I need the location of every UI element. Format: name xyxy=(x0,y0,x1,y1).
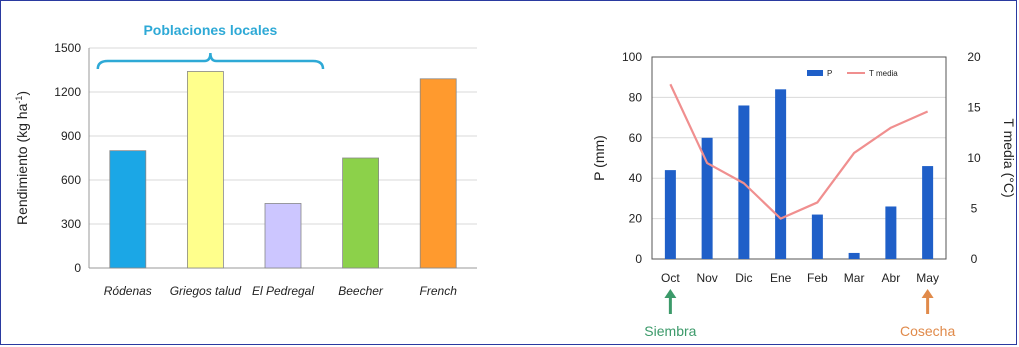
annotation-label: Poblaciones locales xyxy=(143,22,277,38)
precip-bar-mar xyxy=(848,252,860,259)
bar-beecher xyxy=(342,157,380,269)
y-tick-label: 300 xyxy=(61,217,81,231)
x-tick-label: Beecher xyxy=(338,284,384,298)
x-tick-label: Griegos talud xyxy=(170,284,242,298)
precip-bar-oct xyxy=(664,170,676,259)
legend-swatch-p xyxy=(807,70,823,76)
precip-bar-abr xyxy=(885,206,897,259)
annotation-arrow-head xyxy=(921,289,934,298)
y-right-tick-label: 15 xyxy=(967,101,981,115)
bar-el-pedregal xyxy=(264,203,302,269)
x-tick-label: French xyxy=(420,284,458,298)
annotation-label-siembra: Siembra xyxy=(644,323,696,339)
x-tick-label: Nov xyxy=(696,271,717,285)
y-right-tick-label: 20 xyxy=(967,50,981,64)
climate-chart: 0 20 40 60 80 100 0 5 10 15 20 Oct Nov Dic Ene Feb Mar Ab… xyxy=(591,50,1017,339)
plot-area-border xyxy=(651,56,947,260)
x-tick-label: May xyxy=(916,271,939,285)
y-axis-label: P (mm) xyxy=(591,135,607,181)
x-tick-label: Mar xyxy=(844,271,865,285)
precip-bar-ene xyxy=(775,89,787,259)
y-tick-label: 60 xyxy=(629,131,643,145)
bar-griegos-talud xyxy=(186,71,224,269)
annotation-brace xyxy=(96,52,325,70)
y-tick-label: 0 xyxy=(635,252,642,266)
temperature-line xyxy=(669,83,929,220)
y-right-tick-label: 0 xyxy=(971,252,978,266)
annotation-label-cosecha: Cosecha xyxy=(900,323,955,339)
bar-french xyxy=(419,78,457,269)
y-axis-label: Rendimiento (kg ha-1) xyxy=(14,91,30,225)
x-tick-label: Abr xyxy=(882,271,901,285)
y-right-axis-label: T media (°C) xyxy=(1001,118,1017,197)
legend-label-p: P xyxy=(827,69,832,78)
y-right-tick-label: 5 xyxy=(971,202,978,216)
precip-bar-feb xyxy=(811,214,823,259)
bar-ródenas xyxy=(109,150,147,269)
y-tick-label: 100 xyxy=(622,50,642,64)
legend-label-t: T media xyxy=(869,69,898,78)
yield-bar-chart: Rendimiento (kg ha-1) 0 300 600 900 1200 1500… xyxy=(14,22,477,298)
y-tick-label: 40 xyxy=(629,171,643,185)
y-tick-label: 900 xyxy=(61,129,81,143)
x-tick-label: El Pedregal xyxy=(252,284,314,298)
x-tick-label: Ródenas xyxy=(104,284,152,298)
y-tick-label: 1500 xyxy=(54,41,81,55)
x-tick-label: Dic xyxy=(735,271,752,285)
x-tick-label: Feb xyxy=(807,271,828,285)
y-tick-label: 0 xyxy=(74,261,81,275)
x-tick-label: Ene xyxy=(770,271,792,285)
y-tick-label: 600 xyxy=(61,173,81,187)
x-tick-label: Oct xyxy=(661,271,680,285)
y-tick-label: 80 xyxy=(629,90,643,104)
y-tick-label: 1200 xyxy=(54,85,81,99)
y-right-tick-label: 10 xyxy=(967,151,981,165)
annotation-arrow-head xyxy=(664,289,677,298)
precip-bar-nov xyxy=(701,137,713,259)
y-tick-label: 20 xyxy=(629,212,643,226)
precip-bar-may xyxy=(922,166,934,259)
